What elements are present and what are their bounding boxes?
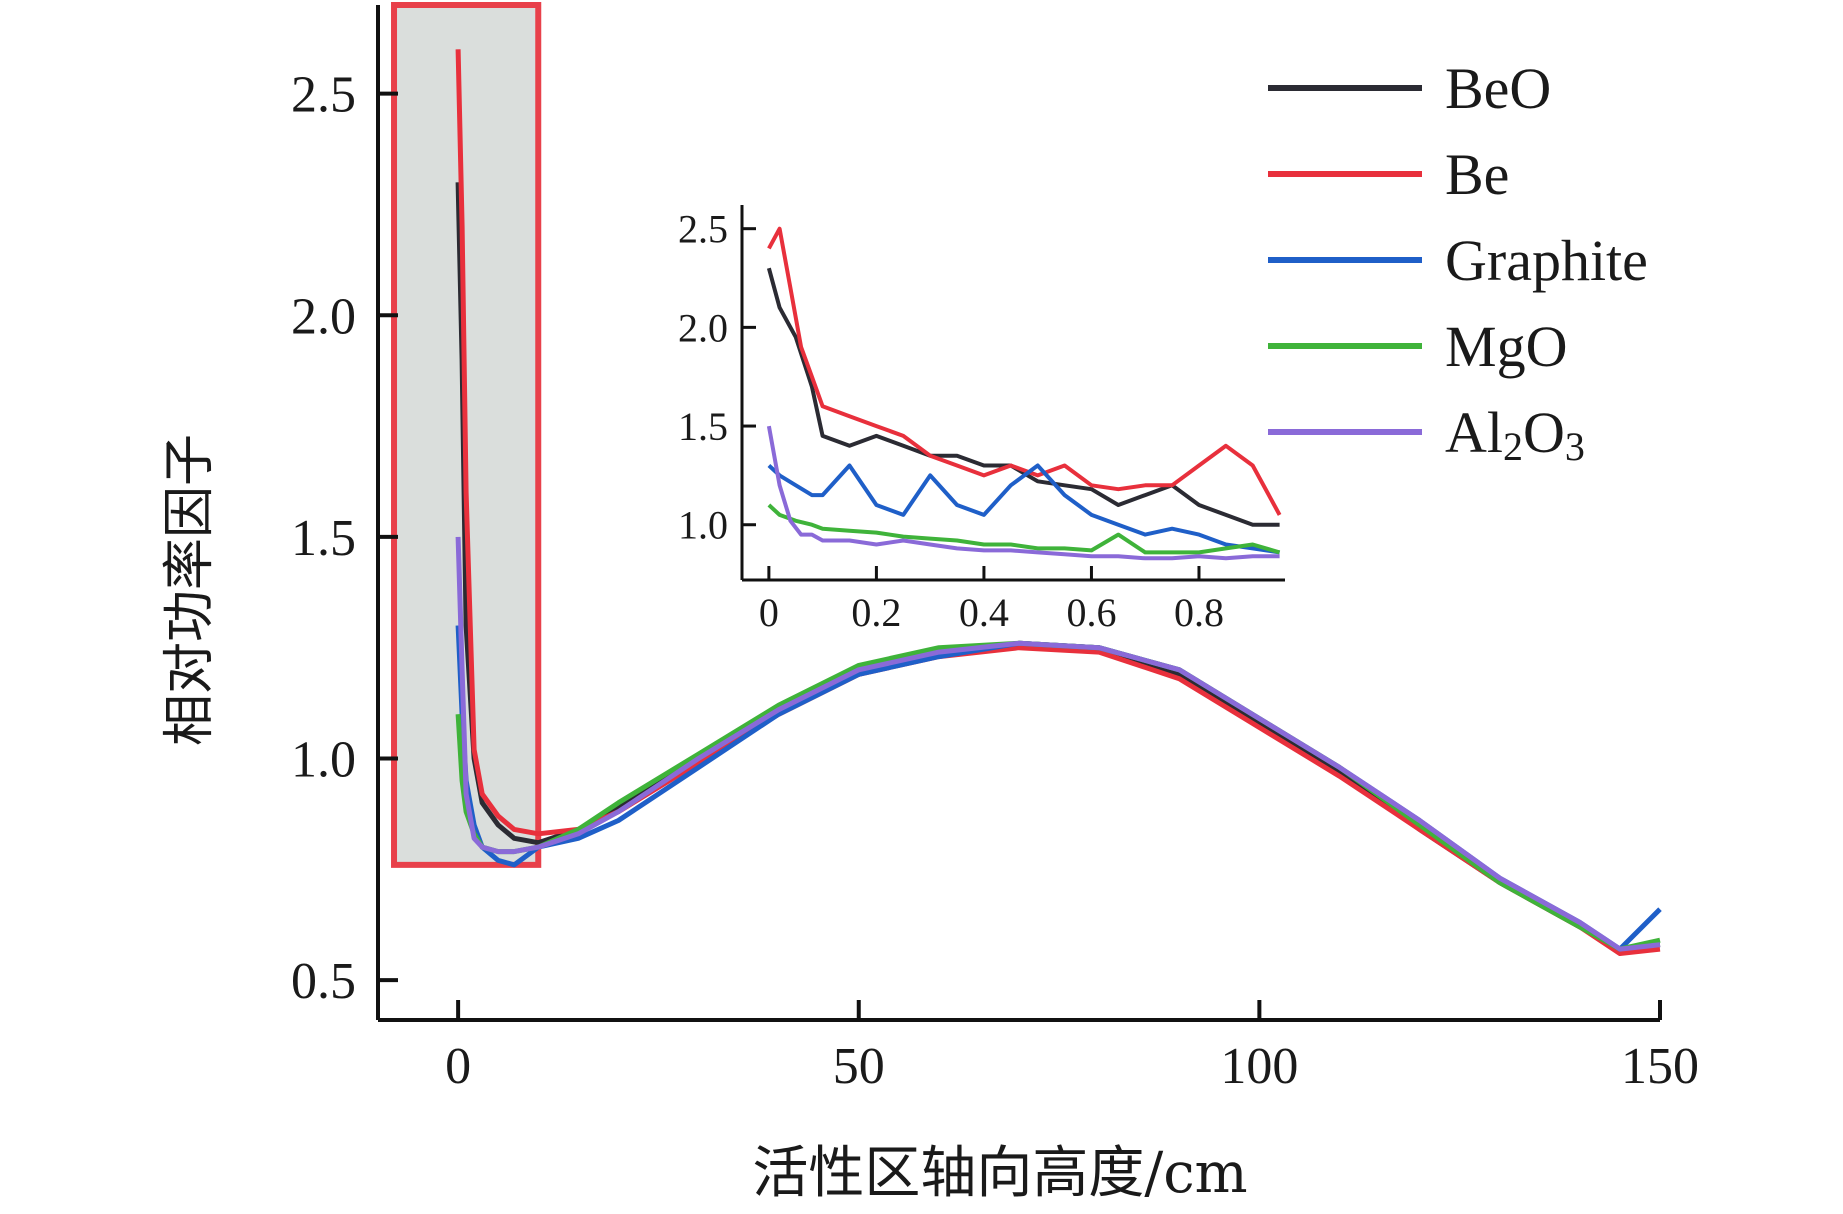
inset-series-line-al₂o₃ xyxy=(766,425,1280,561)
inset-series-line-be xyxy=(767,226,1282,516)
legend-label: Graphite xyxy=(1445,228,1648,293)
y-tick-label: 1.0 xyxy=(291,731,356,788)
inset-series-line-mgo xyxy=(767,503,1281,555)
y-axis-label: 相对功率因子 xyxy=(160,434,220,746)
inset-x-tick-label: 0.6 xyxy=(1066,590,1116,635)
x-tick-label: 100 xyxy=(1220,1038,1298,1095)
inset-y-tick-label: 1.0 xyxy=(678,503,728,548)
inset-x-tick-label: 0.8 xyxy=(1174,590,1224,635)
inset-background xyxy=(742,200,1289,580)
y-tick-label: 1.5 xyxy=(291,510,356,567)
x-axis-label: 活性区轴向高度/cm xyxy=(752,1141,1247,1206)
legend-label: Al2O3 xyxy=(1445,400,1585,469)
x-tick-label: 150 xyxy=(1621,1038,1699,1095)
inset-x-tick-label: 0.2 xyxy=(851,590,901,635)
series-line-al₂o₃ xyxy=(455,536,1661,952)
inset-y-tick-label: 1.5 xyxy=(678,404,728,449)
x-tick-label: 0 xyxy=(445,1038,471,1095)
legend: BeO Be Graphite MgO Al2O3 xyxy=(1268,56,1648,469)
y-tick-label: 2.0 xyxy=(291,288,356,345)
x-tick-label: 50 xyxy=(833,1038,885,1095)
inset-y-tick-label: 2.5 xyxy=(678,207,728,252)
inset-series-line-beo xyxy=(766,267,1280,527)
inset-x-tick-label: 0.4 xyxy=(959,590,1009,635)
legend-label: MgO xyxy=(1445,314,1567,379)
inset-x-tick-label: 0 xyxy=(759,590,779,635)
series-line-graphite xyxy=(455,625,1662,952)
legend-label: BeO xyxy=(1445,56,1551,121)
inset-y-tick-label: 2.0 xyxy=(678,305,728,350)
main-plot: 0 50 100 150 0.5 1.0 1.5 2.0 2.5 xyxy=(291,2,1699,1095)
y-tick-label: 2.5 xyxy=(291,67,356,124)
inset-plot: 0 0.2 0.4 0.6 0.8 1.0 1.5 2.0 2.5 xyxy=(678,200,1289,635)
inset-series-line-graphite xyxy=(767,463,1280,555)
legend-label: Be xyxy=(1445,142,1509,207)
y-tick-label: 0.5 xyxy=(291,953,356,1010)
